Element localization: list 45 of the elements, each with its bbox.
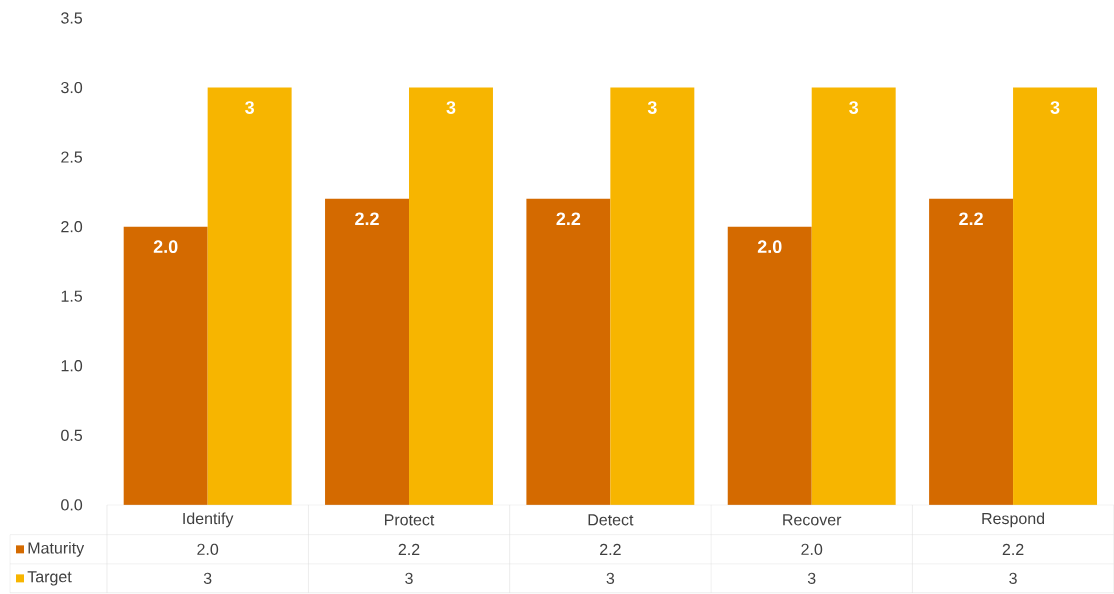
legend-label: Maturity	[28, 541, 85, 557]
y-tick-label: 2.0	[61, 221, 83, 233]
data-label: 3	[1009, 572, 1017, 585]
bar	[207, 87, 292, 505]
text: 3	[849, 101, 859, 114]
bar	[929, 198, 1014, 505]
text: 2.2	[959, 212, 983, 226]
bar	[526, 198, 611, 505]
legend-label: Target	[27, 571, 72, 586]
bar	[811, 87, 896, 505]
data-label: 2.0	[197, 543, 219, 556]
data-label: 2.2	[1002, 543, 1024, 556]
bar	[1013, 87, 1098, 505]
x-tick-label: Detect	[588, 514, 634, 526]
text: 2.2	[355, 212, 379, 226]
data-label: 3	[203, 572, 212, 585]
bar	[325, 198, 410, 505]
text: 2.2	[556, 212, 581, 226]
y-tick-label: 0.5	[61, 429, 83, 442]
bar	[123, 226, 208, 505]
text: 3	[1050, 101, 1060, 114]
x-tick-label: Respond	[982, 512, 1045, 528]
data-label: 2.0	[801, 543, 823, 556]
y-tick-label: 3.0	[61, 81, 83, 94]
data-label: 2.2	[600, 543, 621, 556]
data-label: 3	[405, 572, 413, 585]
text: 2.0	[153, 240, 178, 254]
y-tick-label: 0.0	[61, 499, 83, 511]
x-tick-label: Recover	[783, 514, 842, 526]
y-tick-label: 1.5	[61, 290, 83, 302]
text: 3	[647, 101, 657, 114]
y-tick-label: 2.5	[61, 151, 83, 163]
x-tick-label: Protect	[384, 514, 435, 526]
bar	[409, 87, 493, 505]
data-label: 2.2	[398, 543, 420, 556]
bar	[727, 226, 812, 505]
y-tick-label: 3.5	[61, 12, 83, 24]
data-label: 3	[606, 572, 615, 585]
text: 3	[245, 101, 254, 114]
text: 3	[446, 101, 456, 114]
x-tick-label: Identify	[183, 512, 234, 528]
text: 2.0	[757, 240, 782, 254]
y-tick-label: 1.0	[61, 360, 83, 372]
bar	[610, 87, 695, 505]
data-label: 3	[807, 572, 816, 585]
